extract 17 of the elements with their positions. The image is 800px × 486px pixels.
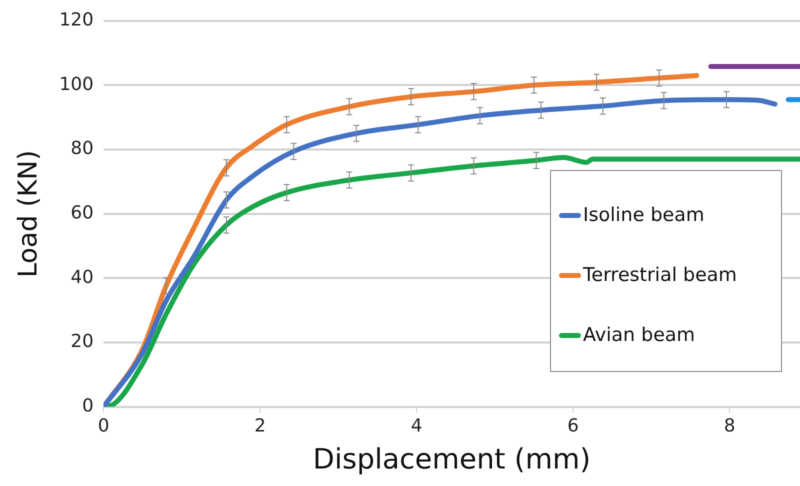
x-axis-title: Displacement (mm) [312, 442, 591, 476]
y-tick-label: 100 [59, 74, 94, 95]
x-tick-label: 0 [98, 415, 110, 436]
y-tick-label: 80 [70, 138, 94, 160]
y-tick-label: 60 [70, 202, 94, 224]
legend-label: Isoline beam [583, 204, 704, 226]
x-tick-label: 4 [410, 415, 422, 436]
y-tick-label: 20 [70, 331, 94, 352]
legend-label: Terrestrial beam [583, 264, 737, 286]
x-tick-label: 2 [254, 415, 266, 436]
y-tick-label: 40 [70, 266, 94, 288]
x-tick-label: 8 [724, 415, 736, 436]
y-tick-label: 120 [59, 9, 94, 30]
y-axis-title: Load (KN) [13, 150, 44, 278]
legend-label: Avian beam [583, 324, 696, 346]
x-tick-label: 6 [567, 415, 579, 436]
y-tick-label: 0 [82, 395, 94, 416]
